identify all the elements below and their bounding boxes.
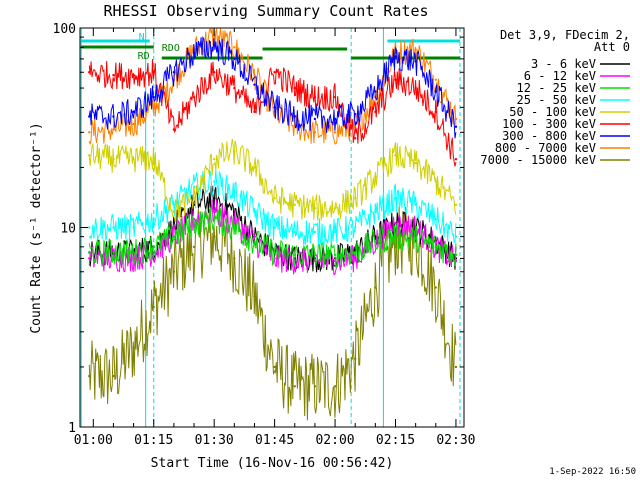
series-7000-15000-kev <box>88 206 458 421</box>
y-tick-label: 100 <box>53 22 76 37</box>
data-point <box>88 226 91 229</box>
flag-label: RDO <box>162 43 180 54</box>
data-point <box>152 245 155 249</box>
data-point <box>414 162 417 165</box>
legend-entry-label: 7000 - 15000 keV <box>480 153 596 167</box>
x-tick-label: 02:00 <box>315 433 354 448</box>
y-tick-label: 1 <box>68 421 76 436</box>
series-line <box>88 28 457 145</box>
data-point <box>273 71 276 74</box>
series-12-25-kev <box>88 207 458 270</box>
series-100-300-kev <box>88 59 458 167</box>
data-point <box>172 235 176 238</box>
series-300-800-kev <box>88 35 458 139</box>
data-point <box>88 131 91 134</box>
data-point <box>293 203 296 206</box>
x-tick-label: 01:15 <box>134 433 173 448</box>
data-point <box>394 222 397 225</box>
legend-entry-label: 300 - 800 keV <box>502 129 596 143</box>
series-line <box>88 206 457 421</box>
data-point <box>434 78 437 81</box>
series-layer <box>88 28 458 421</box>
x-tick-label: 01:30 <box>195 433 234 448</box>
data-point <box>88 154 91 157</box>
legend-entry-label: 12 - 25 keV <box>517 81 596 95</box>
x-tick-label: 01:45 <box>255 433 294 448</box>
series-line <box>88 207 457 270</box>
data-point <box>273 365 276 369</box>
legend-header-line-1: Det 3,9, FDecim 2, <box>500 28 630 42</box>
data-point <box>172 210 176 213</box>
observing-overlays: N RDO RD <box>80 28 461 427</box>
series-line <box>88 169 457 248</box>
legend-entry-label: 50 - 100 keV <box>509 105 596 119</box>
y-axis: 1 10 100 <box>53 22 464 436</box>
data-point <box>454 203 458 206</box>
data-point <box>253 83 256 86</box>
data-point <box>88 251 91 254</box>
data-point <box>454 157 458 161</box>
series-25-50-kev <box>88 169 458 248</box>
series-line <box>88 139 457 223</box>
legend-header-line-2: Att 0 <box>594 40 630 54</box>
series-line <box>88 35 457 139</box>
x-tick-label: 01:00 <box>74 433 113 448</box>
series-50-100-kev <box>88 139 458 223</box>
x-axis-label: Start Time (16-Nov-16 00:56:42) <box>151 456 394 471</box>
data-point <box>333 131 337 134</box>
legend-entry-label: 100 - 300 keV <box>502 117 596 131</box>
data-point <box>414 237 417 240</box>
generation-timestamp: 1-Sep-2022 16:50 <box>549 467 636 477</box>
data-point <box>112 73 115 77</box>
data-point <box>88 115 91 118</box>
y-axis-label: Count Rate (s⁻¹ detector⁻¹) <box>29 122 44 333</box>
data-point <box>454 365 458 369</box>
legend-entry-label: 25 - 50 keV <box>517 93 596 107</box>
x-tick-label: 02:15 <box>376 433 415 448</box>
data-point <box>233 46 236 49</box>
y-tick-label: 10 <box>60 222 76 237</box>
legend-entry-label: 800 - 7000 keV <box>495 141 596 155</box>
data-point <box>212 157 216 161</box>
x-tick-label: 02:30 <box>436 433 475 448</box>
chart-title: RHESSI Observing Summary Count Rates <box>103 2 428 20</box>
data-point <box>293 385 296 388</box>
data-point <box>233 57 236 61</box>
legend-entry-label: 3 - 6 keV <box>531 57 596 71</box>
data-point <box>354 137 357 140</box>
flag-label: N <box>139 32 145 43</box>
data-point <box>313 117 317 121</box>
x-axis: 01:00 01:15 01:30 01:45 02:00 02:15 02:30 <box>74 28 476 448</box>
data-point <box>112 251 115 254</box>
legend-entry-label: 6 - 12 keV <box>524 69 596 83</box>
flag-label: RD <box>138 51 150 62</box>
data-point <box>313 230 317 234</box>
data-point <box>454 125 458 128</box>
series-line <box>88 59 457 167</box>
plot-area: N RDO RD <box>80 28 461 427</box>
